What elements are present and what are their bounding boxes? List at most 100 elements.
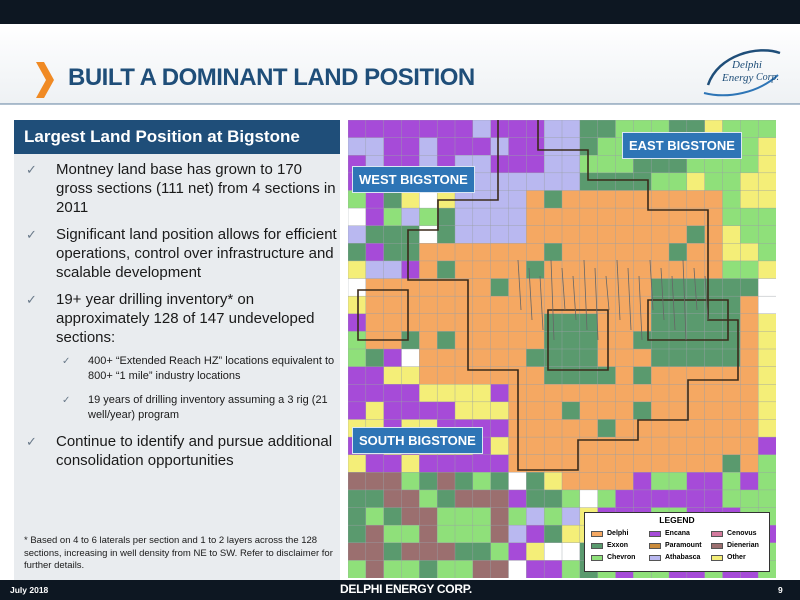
well-trajectory-line — [682, 259, 687, 341]
land-section-tile — [454, 472, 474, 491]
legend-title: LEGEND — [659, 515, 695, 525]
well-trajectory-line — [539, 275, 544, 331]
land-section-tile — [650, 348, 670, 368]
land-section-tile — [365, 366, 385, 385]
land-section-tile — [472, 524, 492, 544]
land-section-tile — [454, 524, 474, 544]
bullet-list: ✓ Montney land base has grown to 170 gro… — [20, 160, 338, 478]
land-section-tile — [419, 489, 438, 509]
land-section-tile — [704, 401, 724, 420]
land-section-tile — [757, 436, 776, 456]
land-section-tile — [472, 507, 492, 526]
land-section-tile — [668, 313, 688, 332]
land-section-tile — [365, 489, 385, 509]
land-section-tile — [526, 348, 545, 368]
land-section-tile — [686, 384, 706, 403]
land-section-tile — [633, 489, 652, 509]
land-section-tile — [419, 454, 438, 473]
header-divider — [0, 103, 800, 105]
land-section-tile — [740, 472, 759, 491]
land-section-tile — [348, 472, 367, 491]
land-section-tile — [454, 401, 474, 420]
legend-label: Chevron — [607, 554, 636, 561]
land-section-tile — [454, 489, 474, 509]
land-section-tile — [668, 190, 688, 209]
land-section-tile — [650, 384, 670, 403]
bullet-text: Montney land base has grown to 170 gross… — [56, 161, 336, 216]
land-section-tile — [561, 384, 581, 403]
land-section-tile — [597, 489, 616, 509]
land-section-tile — [579, 225, 599, 244]
land-section-tile — [668, 472, 688, 491]
land-section-tile — [740, 348, 759, 368]
land-section-tile — [508, 524, 527, 544]
land-section-tile — [526, 313, 545, 332]
land-section-tile — [757, 295, 776, 315]
land-section-tile — [419, 472, 438, 491]
land-section-tile — [383, 507, 402, 526]
land-section-tile — [508, 295, 527, 315]
land-section-tile — [561, 524, 581, 544]
checkmark-icon: ✓ — [26, 227, 37, 242]
land-section-tile — [472, 137, 492, 156]
land-section-tile — [508, 542, 527, 561]
land-section-tile — [383, 278, 402, 297]
land-section-tile — [668, 172, 688, 191]
land-section-tile — [757, 243, 776, 262]
land-section-tile — [490, 419, 509, 438]
land-section-tile — [686, 225, 706, 244]
land-section-tile — [401, 313, 420, 332]
land-section-tile — [740, 278, 759, 297]
land-section-tile — [419, 507, 438, 526]
land-section-tile — [561, 278, 581, 297]
land-section-tile — [419, 295, 438, 315]
land-section-tile — [722, 436, 741, 456]
land-section-tile — [668, 366, 688, 385]
land-section-tile — [740, 436, 759, 456]
land-section-tile — [561, 120, 581, 139]
sub-bullet-text: 19 years of drilling inventory assuming … — [88, 394, 328, 421]
land-section-tile — [633, 472, 652, 491]
legend-swatch — [591, 555, 603, 561]
land-section-tile — [526, 155, 545, 174]
land-section-tile — [757, 155, 776, 174]
land-section-tile — [490, 348, 509, 368]
land-section-tile — [365, 295, 385, 315]
land-section-tile — [757, 454, 776, 473]
land-section-tile — [740, 454, 759, 473]
well-trajectory-line — [594, 267, 599, 341]
land-section-tile — [419, 260, 438, 280]
land-section-tile — [740, 120, 759, 139]
land-section-tile — [365, 560, 385, 578]
land-section-tile — [508, 172, 527, 191]
land-section-tile — [597, 172, 616, 191]
land-section-tile — [633, 419, 652, 438]
land-section-tile — [543, 331, 563, 350]
land-section-tile — [561, 313, 581, 332]
land-section-tile — [543, 207, 563, 227]
land-section-tile — [526, 489, 545, 509]
land-section-tile — [419, 331, 438, 350]
land-section-tile — [633, 348, 652, 368]
land-section-tile — [401, 225, 420, 244]
land-section-tile — [561, 507, 581, 526]
land-section-tile — [757, 489, 776, 509]
land-section-tile — [490, 560, 509, 578]
land-section-tile — [401, 489, 420, 509]
land-section-tile — [436, 243, 456, 262]
land-section-tile — [419, 384, 438, 403]
bullet-text: 19+ year drilling inventory* on approxim… — [56, 291, 315, 346]
land-section-tile — [436, 401, 456, 420]
land-section-tile — [757, 120, 776, 139]
land-section-tile — [704, 436, 724, 456]
land-section-tile — [436, 542, 456, 561]
land-section-tile — [508, 207, 527, 227]
land-section-tile — [508, 225, 527, 244]
land-section-tile — [348, 120, 367, 139]
land-section-tile — [348, 401, 367, 420]
land-section-tile — [365, 313, 385, 332]
land-section-tile — [383, 560, 402, 578]
land-section-tile — [722, 472, 741, 491]
land-section-tile — [508, 260, 527, 280]
land-section-tile — [561, 401, 581, 420]
